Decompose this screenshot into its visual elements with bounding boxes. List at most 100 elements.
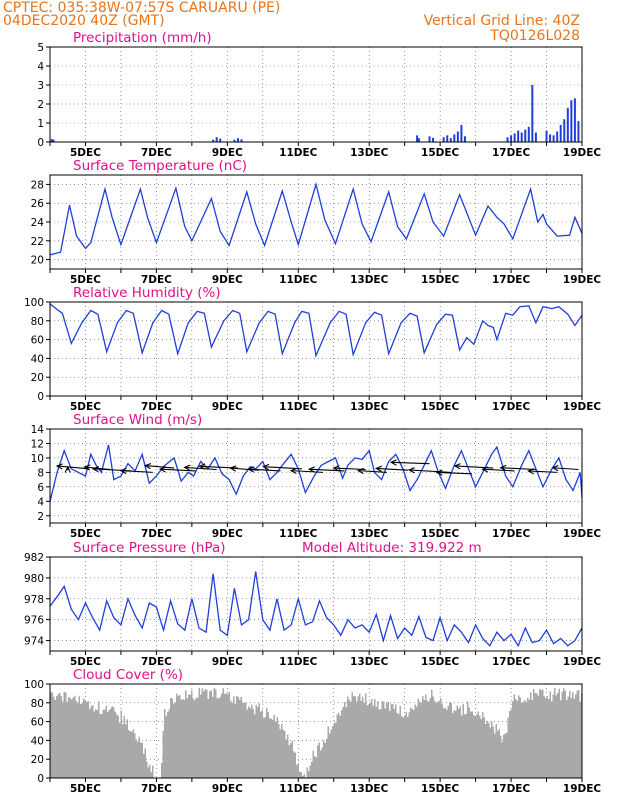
cloud-bar <box>290 743 292 778</box>
wind-arrowhead <box>307 466 315 473</box>
cloud-bar <box>269 718 271 778</box>
cloud-bar <box>404 715 406 778</box>
wind-arrowhead <box>527 468 535 475</box>
x-date-label: 15DEC <box>421 783 460 795</box>
header-run-date: 04DEC2020 40Z (GMT) <box>3 13 165 29</box>
y-tick-label: 5 <box>37 42 44 54</box>
cloud-bar <box>179 695 181 778</box>
cloud-bar <box>255 704 257 778</box>
x-date-label: 9DEC <box>212 147 243 159</box>
cloud-bar <box>284 730 286 778</box>
cloud-bar <box>407 717 409 778</box>
cloud-bar <box>108 710 110 778</box>
cloud-bar <box>137 741 139 778</box>
cloud-bar <box>116 714 118 778</box>
cloud-bar <box>410 707 412 778</box>
wind-arrowhead <box>183 464 191 471</box>
cloud-bar <box>245 702 247 778</box>
cloud-bar <box>71 699 73 778</box>
cloud-bar <box>338 712 340 778</box>
cloud-bar <box>365 693 367 778</box>
cloud-bar <box>347 696 349 778</box>
x-date-label: 7DEC <box>141 656 172 668</box>
cloud-bar <box>203 691 205 778</box>
y-tick-label: 3 <box>37 80 44 92</box>
cloud-bar <box>231 702 233 778</box>
cloud-bar <box>150 772 152 778</box>
y-tick-label: 6 <box>37 482 44 494</box>
cloud-bar <box>51 692 53 778</box>
cloud-bar <box>366 705 368 778</box>
wind-vector <box>120 470 153 473</box>
x-date-label: 5DEC <box>70 656 101 668</box>
cloud-bar <box>110 708 112 778</box>
x-date-label: 17DEC <box>492 783 531 795</box>
x-date-label: 17DEC <box>492 401 531 413</box>
cloud-bar <box>477 711 479 778</box>
cloud-bar <box>224 693 226 778</box>
wind-arrowhead <box>262 463 270 471</box>
precip-bar <box>432 137 435 142</box>
cloud-bar <box>381 701 383 778</box>
cloud-bar <box>186 698 188 778</box>
cloud-bar <box>411 709 413 778</box>
cloud-bar <box>302 775 304 778</box>
cloud-bar <box>558 688 560 778</box>
precip-bar <box>446 135 449 142</box>
cloud-bar <box>102 709 104 778</box>
x-date-label: 7DEC <box>141 401 172 413</box>
x-date-label: 13DEC <box>350 401 389 413</box>
cloud-bar <box>492 726 494 778</box>
cloud-bar <box>428 701 430 778</box>
wind-arrowhead <box>407 467 415 474</box>
cloud-bar <box>95 709 97 778</box>
cloud-bar <box>252 708 254 778</box>
panel-title: Surface Temperature (nC) <box>73 158 247 174</box>
x-date-label: 19DEC <box>563 528 602 540</box>
cloud-bar <box>540 690 542 778</box>
x-date-label: 15DEC <box>421 656 460 668</box>
cloud-bar <box>521 702 523 778</box>
y-tick-label: 10 <box>31 453 44 465</box>
cloud-bar <box>60 695 62 778</box>
y-tick-label: 1 <box>37 118 44 130</box>
cloud-bar <box>426 700 428 778</box>
cloud-bar <box>249 708 251 778</box>
y-tick-label: 80 <box>31 316 44 328</box>
precip-bar <box>428 136 431 142</box>
x-date-label: 11DEC <box>279 274 318 286</box>
cloud-bar <box>474 716 476 778</box>
precip-bar <box>510 135 513 142</box>
cloud-bar <box>87 700 89 778</box>
cloud-bar <box>333 723 335 778</box>
x-date-label: 17DEC <box>492 147 531 159</box>
cloud-bar <box>560 700 562 778</box>
precip-bar <box>531 85 534 142</box>
cloud-bar <box>444 707 446 778</box>
wind-arrowhead <box>247 466 255 473</box>
cloud-bar <box>533 688 535 778</box>
cloud-bar <box>314 756 316 778</box>
y-tick-label: 8 <box>37 467 44 479</box>
cloud-bar <box>276 717 278 778</box>
cloud-bar <box>54 700 56 778</box>
plot-frame <box>49 428 583 524</box>
cloud-bar <box>144 748 146 778</box>
cloud-bar <box>227 694 229 778</box>
panel-3: 0 20 40 60 80 100 5DEC 7DEC 9DEC 11DEC 13DEC 15DEC 1… <box>24 285 601 413</box>
cloud-bar <box>510 709 512 778</box>
cloud-bar <box>435 702 437 778</box>
cloud-bar <box>75 700 77 778</box>
panel-5: 974 976 978 980 982 5DEC 7DEC 9DEC 11DEC 13DEC 15D… <box>24 540 601 668</box>
precip-bar <box>449 138 452 142</box>
precip-bar <box>549 134 552 142</box>
cloud-bar <box>201 688 203 778</box>
y-tick-label: 12 <box>31 438 44 450</box>
x-date-label: 13DEC <box>350 656 389 668</box>
cloud-bar <box>525 701 527 778</box>
cloud-bar <box>495 723 497 778</box>
cloud-bar <box>93 711 95 778</box>
cloud-bar <box>575 694 577 778</box>
x-date-label: 13DEC <box>350 147 389 159</box>
cloud-bar <box>84 700 86 778</box>
